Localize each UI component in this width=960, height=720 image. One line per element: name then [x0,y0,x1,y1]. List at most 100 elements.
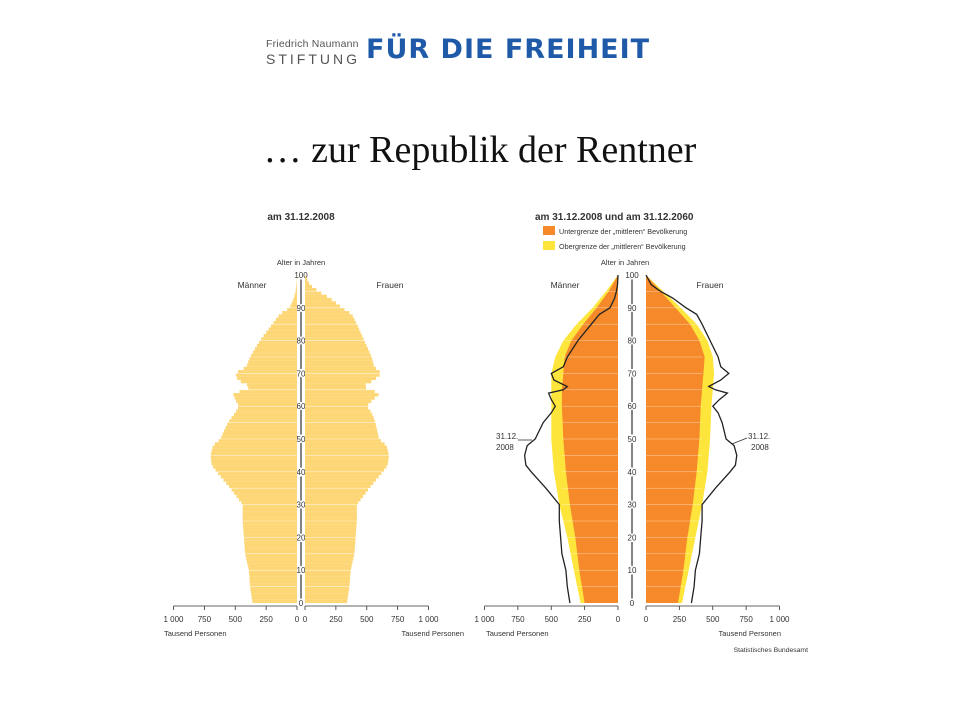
legend-label-upper: Obergrenze der „mittleren“ Bevölkerung [559,242,686,251]
chart1-bar-women [305,343,367,348]
chart1-bar-men [231,488,297,492]
chart1-bar-men [234,396,297,400]
chart1-bar-women [305,432,378,436]
chart1-bar-men [214,442,297,446]
chart1-bar-men [251,596,297,600]
chart1-x-tick-label-right: 1 000 [418,615,439,624]
chart1-bar-women [305,557,354,561]
chart1-bar-women [305,396,375,400]
chart1-bar-women [305,445,387,449]
chart1-bar-men [245,550,297,554]
chart1-bar-women [305,439,381,443]
chart1-bar-women [305,494,364,499]
chart1-bar-men [218,439,297,443]
chart1-bar-women [305,383,366,387]
chart1-bar-men [244,547,297,551]
chart1-bar-women [305,353,371,358]
chart1-x-tick-label-left: 500 [229,615,243,624]
chart1-bar-men [249,576,297,581]
chart1-bar-men [248,566,297,571]
chart1-bar-men [235,373,297,377]
chart1-bar-men [210,452,297,456]
chart1-bar-men [242,517,297,522]
chart1-bar-men [228,484,297,489]
chart2-age-tick-label: 100 [625,271,639,280]
chart2-annotation-right-line2: 2008 [751,443,769,452]
chart1-bar-women [305,412,373,417]
chart1-bar-women [305,399,372,403]
chart1-bar-men [212,445,297,449]
chart1-bar-men [248,570,297,574]
chart1-bar-women [305,284,313,289]
chart1-bar-women [305,455,389,459]
chart1-age-tick-label: 60 [297,402,306,411]
chart2-x-tick-label-right: 500 [706,615,720,624]
chart1-title: am 31.12.2008 [267,212,335,223]
chart1-bar-men [236,409,297,413]
chart1-bar-women [305,448,388,453]
chart1-bar-women [305,291,322,295]
chart1-bar-women [305,507,357,512]
chart1-bar-women [305,560,353,564]
chart1-bar-women [305,320,357,325]
chart1-bar-men [238,402,297,407]
chart2-source: Statistisches Bundesamt [734,647,809,654]
chart1-bar-men [268,327,297,331]
chart1-bar-women [305,376,377,381]
pyramids-svg: am 31.12.2008 Alter in Jahren Männer Fra… [163,212,809,654]
chart1-bar-men [224,429,297,433]
chart1-bar-women [305,406,368,410]
chart1-bar-women [305,488,368,492]
chart2-age-tick-label: 40 [628,468,637,477]
chart1-bar-men [263,334,297,338]
chart2-x-tick-label-left: 1 000 [474,615,495,624]
chart2-age-tick-label: 60 [628,402,637,411]
chart1-x-tick-label-right: 500 [360,615,374,624]
chart1-bar-men [243,534,297,538]
chart1-bar-men [222,432,297,436]
chart1-x-tick-label-right: 250 [329,615,343,624]
chart1-bar-men [242,514,297,518]
chart1-bar-women [305,511,357,515]
chart2-age-tick-label: 50 [628,435,637,444]
chart1-bar-women [305,425,377,430]
chart1-bar-women [305,517,357,522]
chart1-bar-women [305,419,375,423]
chart2-outline-2008-men [523,274,619,604]
chart1-bar-women [305,416,374,420]
chart1-x-tick-label-left: 750 [198,615,212,624]
chart1-bar-women [305,471,382,476]
chart1-bar-women [305,583,350,587]
chart1-bar-men [236,494,297,499]
chart1-bar-men [244,540,297,545]
chart1-bar-men [271,324,297,328]
chart1-bar-men [295,288,297,292]
chart1-bar-men [215,468,297,472]
chart1-bar-women [305,481,374,485]
chart1-bar-men [240,379,297,384]
chart1-bar-women [305,599,348,604]
chart1-bar-men [241,501,297,505]
chart1-bar-women [305,514,357,518]
chart1-bar-men [239,389,297,394]
chart1-bar-women [305,442,385,446]
chart1-bar-women [305,458,389,463]
chart1-bar-men [251,353,297,358]
chart2-age-axis-label: Alter in Jahren [601,258,649,267]
chart1-bar-men [294,294,297,299]
chart1-bar-women [305,534,356,538]
chart1-age-axis-label: Alter in Jahren [277,258,325,267]
chart1-age-tick-label: 0 [299,599,304,608]
chart1-bar-men [273,320,297,325]
chart1-bar-women [305,311,350,315]
chart1-bar-women [305,334,363,338]
chart1-bar-women [305,297,332,302]
chart1-bar-men [290,304,297,308]
chart2-age-tick-label: 80 [628,337,637,346]
chart2-x-axis-label-left: Tausend Personen [486,629,549,638]
chart1-bar-men [276,317,297,321]
chart2-left-label: Männer [551,280,580,290]
chart1-bar-men [211,458,297,463]
chart1-age-tick-label: 20 [297,533,306,542]
chart1-bar-women [305,363,374,367]
